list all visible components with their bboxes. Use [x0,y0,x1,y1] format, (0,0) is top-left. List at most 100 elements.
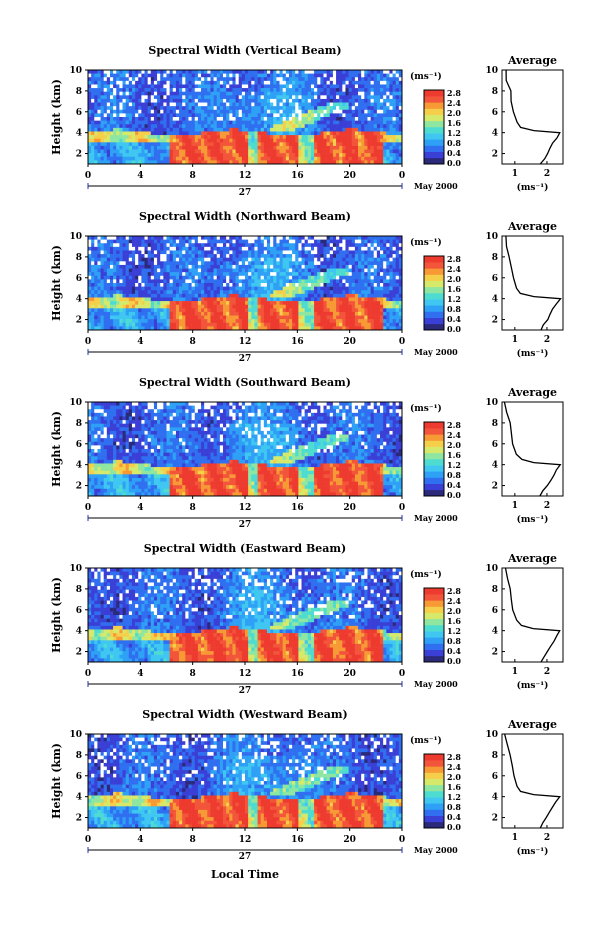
heatmap-cell [364,308,367,312]
heatmap-cell [251,110,254,114]
heatmap-cell [148,84,151,88]
heatmap-cell [305,106,308,110]
heatmap-cell [163,269,166,273]
heatmap-cell [298,92,301,96]
heatmap-cell [320,146,323,150]
heatmap-cell [207,261,210,265]
heatmap-cell [97,250,100,254]
heatmap-cell [302,290,305,294]
heatmap-cell [339,150,342,154]
heatmap-cell [302,131,305,135]
heatmap-cell [214,139,217,143]
heatmap-cell [226,88,229,92]
heatmap-cell [167,290,170,294]
heatmap-cell [94,157,97,161]
heatmap-cell [201,157,204,161]
heatmap-cell [355,88,358,92]
heatmap-cell [239,290,242,294]
heatmap-cell [170,290,173,294]
heatmap-cell [179,290,182,294]
heatmap-cell [377,153,380,157]
heatmap-cell [349,287,352,291]
heatmap-cell [267,319,270,323]
heatmap-cell [204,81,207,85]
heatmap-cell [298,95,301,99]
heatmap-cell [276,103,279,107]
heatmap-cell [342,294,345,298]
heatmap-cell [289,287,292,291]
heatmap-cell [145,103,148,107]
heatmap-cell [201,106,204,110]
heatmap-cell [239,81,242,85]
heatmap-cell [254,135,257,139]
heatmap-cell [264,70,267,74]
heatmap-cell [160,312,163,316]
heatmap-cell [198,272,201,276]
heatmap-cell [276,146,279,150]
heatmap-cell [258,265,261,269]
heatmap-cell [251,95,254,99]
heatmap-cell [138,301,141,305]
heatmap-cell [229,131,232,135]
heatmap-cell [258,74,261,78]
heatmap-cell [276,135,279,139]
heatmap-cell [207,88,210,92]
heatmap-cell [320,128,323,132]
heatmap-cell [123,103,126,107]
heatmap-cell [380,150,383,154]
heatmap-cell [371,150,374,154]
heatmap-cell [132,279,135,283]
heatmap-cell [163,157,166,161]
heatmap-cell [280,265,283,269]
heatmap-cell [342,316,345,320]
heatmap-cell [132,139,135,143]
heatmap-cell [179,305,182,309]
heatmap-cell [317,283,320,287]
heatmap-cell [358,236,361,240]
heatmap-cell [204,146,207,150]
heatmap-cell [129,240,132,244]
heatmap-cell [104,254,107,258]
heatmap-cell [113,113,116,117]
heatmap-cell [198,305,201,309]
heatmap-cell [367,113,370,117]
heatmap-cell [163,146,166,150]
heatmap-cell [154,121,157,125]
heatmap-cell [295,279,298,283]
heatmap-cell [358,254,361,258]
heatmap-cell [258,135,261,139]
heatmap-cell [273,305,276,309]
heatmap-cell [107,157,110,161]
heatmap-cell [349,84,352,88]
heatmap-cell [267,243,270,247]
heatmap-cell [386,128,389,132]
heatmap-cell [107,70,110,74]
heatmap-cell [167,146,170,150]
heatmap-cell [88,124,91,128]
heatmap-cell [113,117,116,121]
heatmap-cell [126,153,129,157]
heatmap-cell [192,142,195,146]
heatmap-cell [204,113,207,117]
heatmap-cell [248,146,251,150]
heatmap-cell [258,106,261,110]
heatmap-cell [179,150,182,154]
heatmap-cell [380,142,383,146]
heatmap-cell [324,70,327,74]
heatmap-cell [113,250,116,254]
heatmap-cell [380,103,383,107]
heatmap-cell [254,297,257,301]
heatmap-cell [327,287,330,291]
heatmap-cell [192,113,195,117]
heatmap-cell [383,77,386,81]
heatmap-cell [157,312,160,316]
heatmap-cell [292,110,295,114]
heatmap-cell [292,279,295,283]
heatmap-cell [226,110,229,114]
heatmap-cell [333,113,336,117]
heatmap-cell [185,254,188,258]
heatmap-cell [245,261,248,265]
heatmap-cell [258,81,261,85]
heatmap-cell [116,99,119,103]
heatmap-cell [245,92,248,96]
